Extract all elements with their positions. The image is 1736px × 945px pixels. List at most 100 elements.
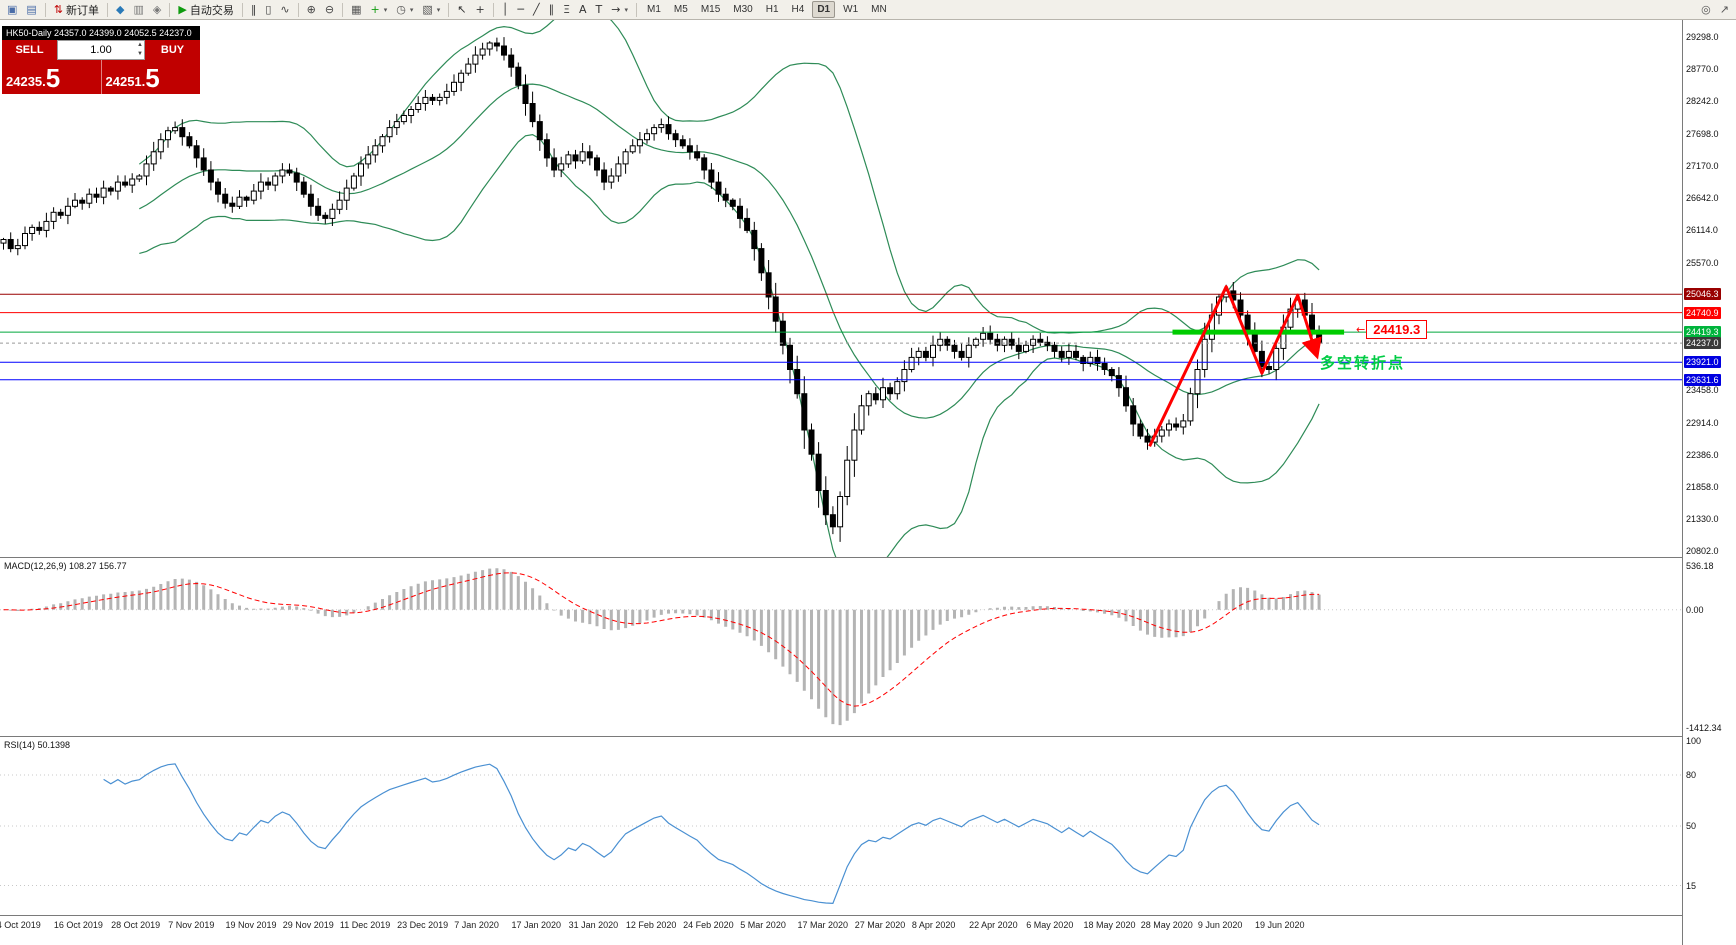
crosshair-icon[interactable]: + — [471, 1, 488, 18]
chart-profiles-icon: ▤ — [26, 3, 37, 16]
date-tick: 5 Mar 2020 — [740, 920, 786, 930]
volume-up-button[interactable]: ▲ — [137, 42, 143, 48]
axis-label: 22386.0 — [1686, 450, 1719, 460]
panel-separator[interactable] — [0, 557, 1736, 558]
price-callout[interactable]: ← 24419.3 — [1356, 320, 1428, 340]
dropdown-arrow-icon[interactable]: ▾ — [624, 6, 629, 14]
timeframe-m1[interactable]: M1 — [647, 4, 661, 15]
horizontal-line-icon[interactable]: ─ — [513, 1, 528, 18]
chart-profiles-icon[interactable]: ▤ — [22, 1, 40, 18]
timeframe-m5[interactable]: M5 — [673, 4, 688, 15]
timeframe-d1[interactable]: D1 — [812, 1, 836, 18]
sell-button[interactable]: SELL — [2, 40, 57, 60]
timeframe-h1[interactable]: H1 — [765, 4, 779, 15]
axis-label: 50 — [1686, 821, 1697, 831]
toolbar-separator — [241, 2, 243, 17]
volume-down-button[interactable]: ▼ — [137, 51, 143, 57]
zoom-out-icon[interactable]: ⊖ — [321, 1, 338, 18]
bollinger-bands — [138, 20, 1320, 557]
channel-icon: ∥ — [548, 3, 555, 16]
dropdown-arrow-icon[interactable]: ▾ — [383, 6, 388, 14]
date-tick: 17 Mar 2020 — [797, 920, 849, 930]
zigzag-annotation[interactable] — [1148, 285, 1322, 447]
cursor-icon: ↖ — [457, 3, 467, 16]
crosshair-icon: + — [475, 3, 485, 16]
candlestick-chart-icon[interactable]: ▯ — [261, 1, 275, 18]
data-window-icon[interactable]: ▥ — [130, 1, 148, 18]
label-icon[interactable]: T — [592, 1, 607, 18]
cursor-icon[interactable]: ↖ — [453, 1, 470, 18]
timeframe-h4[interactable]: H4 — [791, 4, 805, 15]
toolbar-separator — [44, 2, 46, 17]
tile-windows-icon[interactable]: ▦ — [347, 1, 365, 18]
chart-window[interactable]: 29298.0 28770.0 28242.0 27698.0 27170.0 26642… — [0, 20, 1736, 945]
date-tick: 8 Apr 2020 — [911, 920, 956, 930]
pointer-share-icon[interactable]: ↗ — [1716, 1, 1733, 18]
toolbar-separator — [107, 2, 109, 17]
date-tick: 24 Feb 2020 — [683, 920, 734, 930]
buy-button[interactable]: BUY — [145, 40, 200, 60]
toolbar-separator — [636, 2, 638, 17]
date-tick: 18 May 2020 — [1083, 920, 1136, 930]
axis-label: 80 — [1686, 770, 1697, 780]
new-chart-icon[interactable]: ▣ — [3, 1, 21, 18]
axis-label: 100 — [1686, 736, 1702, 746]
axis-label: 15 — [1686, 880, 1697, 891]
rsi-chart[interactable] — [0, 737, 1682, 915]
macd-histogram — [9, 568, 1321, 726]
bear-candles — [7, 42, 1323, 528]
periods-icon[interactable]: ◷ ▾ — [392, 1, 417, 18]
date-tick: 29 Nov 2019 — [282, 920, 334, 930]
vertical-line-icon[interactable]: │ — [498, 1, 513, 18]
indicators-icon[interactable]: + ▾ — [366, 1, 391, 18]
periods-icon: ◷ — [396, 3, 406, 16]
auto-trading-button[interactable]: ▶ 自动交易 — [174, 1, 237, 18]
auto-trading-icon: ▶ — [178, 3, 187, 16]
panel-separator — [0, 915, 1736, 916]
axis-label: 23458.0 — [1686, 385, 1719, 396]
line-chart-icon[interactable]: ∿ — [276, 1, 293, 18]
panel-separator[interactable] — [0, 736, 1736, 737]
tile-windows-icon: ▦ — [351, 3, 362, 16]
date-tick: 19 Nov 2019 — [225, 920, 277, 930]
macd-chart[interactable] — [0, 558, 1682, 736]
channel-icon[interactable]: ∥ — [545, 1, 559, 18]
axis-label: 21330.0 — [1686, 513, 1719, 524]
search-icon[interactable]: ◎ — [1697, 1, 1715, 18]
price-chart[interactable] — [0, 20, 1682, 557]
time-axis[interactable]: 4 Oct 2019 16 Oct 2019 28 Oct 2019 7 Nov 20… — [0, 916, 1682, 945]
volume-input[interactable]: 1.00 ▲ ▼ — [57, 40, 145, 60]
new-order-button[interactable]: ⇅ 新订单 — [50, 1, 103, 18]
bar-chart-icon[interactable]: ‖ — [247, 1, 261, 18]
dropdown-arrow-icon[interactable]: ▾ — [409, 6, 414, 14]
axis-label: 27698.0 — [1686, 128, 1719, 139]
rsi-label: RSI(14) 50.1398 — [4, 740, 71, 750]
buy-price-main: 24251. — [105, 73, 146, 89]
price-level-label: 25046.3 — [1684, 288, 1721, 301]
buy-price-button[interactable]: 24251. 5 — [100, 60, 200, 94]
timeframe-mn[interactable]: MN — [871, 4, 887, 15]
templates-icon[interactable]: ▧ ▾ — [418, 1, 444, 18]
data-window-icon: ▥ — [133, 3, 144, 16]
zoom-in-icon[interactable]: ⊕ — [303, 1, 320, 18]
sell-price-button[interactable]: 24235. 5 — [2, 60, 101, 94]
timeframe-m30[interactable]: M30 — [733, 4, 753, 15]
price-axis[interactable]: 29298.0 28770.0 28242.0 27698.0 27170.0 26642… — [1682, 20, 1736, 945]
date-tick: 31 Jan 2020 — [568, 920, 619, 930]
price-level-label: 23631.6 — [1684, 373, 1721, 386]
text-icon[interactable]: A — [575, 1, 591, 18]
fibonacci-icon[interactable]: Ξ — [559, 1, 574, 18]
market-watch-icon[interactable]: ◆ — [112, 1, 128, 18]
timeframe-m15[interactable]: M15 — [700, 4, 721, 15]
dropdown-arrow-icon[interactable]: ▾ — [436, 6, 441, 14]
navigator-icon[interactable]: ◈ — [149, 1, 165, 18]
toolbar-separator — [342, 2, 344, 17]
buy-price-big-digit: 5 — [145, 63, 160, 93]
price-level-label: 23921.0 — [1684, 356, 1721, 369]
toolbar-separator — [448, 2, 450, 17]
trendline-icon[interactable]: ╱ — [529, 1, 544, 18]
arrows-icon[interactable]: → ▾ — [607, 1, 632, 18]
timeframe-w1[interactable]: W1 — [843, 4, 859, 15]
sell-price-main: 24235. — [6, 73, 46, 89]
